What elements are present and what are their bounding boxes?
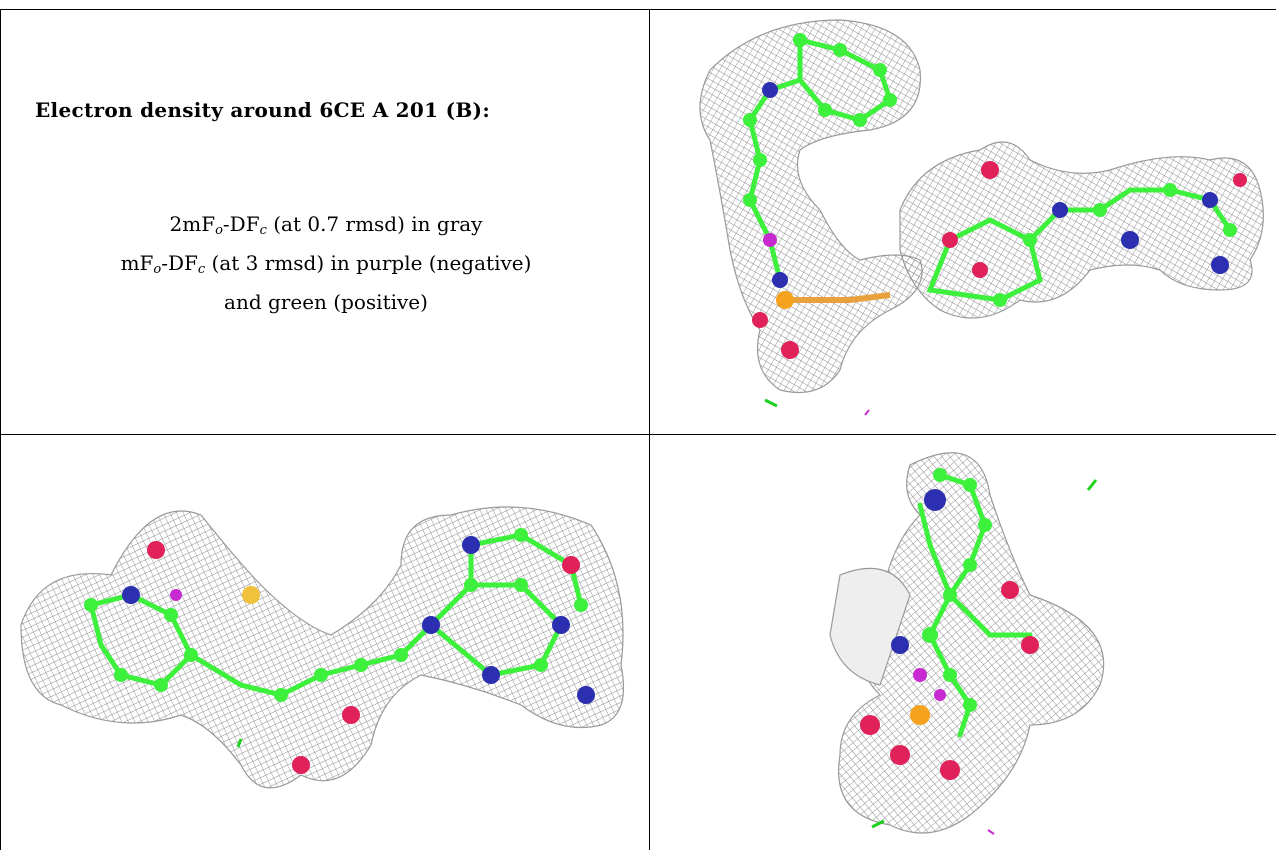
table-border-left	[0, 9, 1, 850]
density-view-bottom-right	[650, 435, 1276, 850]
density-view-top-right	[650, 10, 1276, 434]
caption-cell: Electron density around 6CE A 201 (B): 2…	[1, 10, 649, 434]
density-legend: 2mFo-DFc (at 0.7 rmsd) in gray mFo-DFc (…	[21, 208, 631, 318]
legend-line-2fo: 2mFo-DFc (at 0.7 rmsd) in gray	[169, 212, 483, 238]
molecule-render-bottom-right	[829, 452, 1105, 835]
molecule-render-bottom-left	[20, 506, 625, 789]
table-border-top	[0, 9, 1276, 10]
density-view-bottom-left	[1, 435, 649, 850]
legend-line-fo: mFo-DFc (at 3 rmsd) in purple (negative)	[120, 251, 532, 277]
table-divider-vertical	[649, 9, 650, 850]
legend-line-colors: and green (positive)	[224, 290, 428, 314]
molecule-render-top-right	[699, 19, 1264, 416]
table-divider-horizontal	[0, 434, 1276, 435]
figure-title: Electron density around 6CE A 201 (B):	[35, 98, 491, 122]
